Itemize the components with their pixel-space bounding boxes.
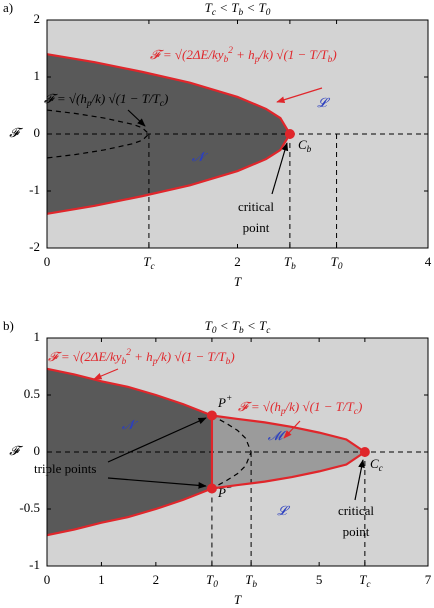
critical-point [206, 483, 217, 494]
y-tick-label: -2 [29, 239, 40, 254]
annotation: 𝓕 = √(2ΔE/kyb2 + hp/k) √(1 − T/Tb) [48, 348, 235, 367]
y-tick-label: -0.5 [19, 500, 40, 515]
pointer-arrow [283, 420, 301, 439]
annotation: point [243, 220, 270, 235]
x-tick-label: 0 [44, 572, 51, 587]
y-tick-label: 0.5 [24, 386, 40, 401]
panel-label: b) [3, 318, 14, 333]
region-fill [211, 415, 365, 489]
annotation: critical [238, 199, 274, 214]
annotation: point [343, 524, 370, 539]
y-tick-label: -1 [29, 557, 40, 572]
y-tick-label: -1 [29, 182, 40, 197]
chart-title: T0 < Tb < Tc [205, 318, 272, 336]
x-tick-label: Tb [284, 254, 296, 272]
pointer-arrow [127, 109, 146, 127]
y-axis-label: 𝓕 [9, 125, 23, 140]
x-tick-label: 5 [316, 572, 323, 587]
x-axis-label: T [234, 592, 242, 607]
annotation: critical [338, 503, 374, 518]
annotation: 𝓕 = √(hp/k) √(1 − T/Tc) [238, 399, 362, 417]
x-tick-label: 1 [98, 572, 105, 587]
pointer-arrow [271, 142, 289, 195]
y-axis-label: 𝓕 [9, 443, 23, 458]
pointer-arrow [276, 87, 323, 103]
y-tick-label: 1 [34, 329, 41, 344]
x-axis-label: T [234, 274, 242, 289]
y-tick-label: 0 [34, 125, 41, 140]
x-tick-label: T0 [331, 254, 343, 272]
critical-point [206, 410, 217, 421]
annotation: P− [217, 484, 232, 500]
chart-title: Tc < Tb < T0 [205, 0, 271, 18]
x-tick-label: 7 [425, 572, 432, 587]
x-tick-label: 2 [234, 254, 241, 269]
pointer-arrow [107, 477, 207, 489]
y-tick-label: 1 [34, 68, 41, 83]
annotation: Cc [370, 456, 384, 474]
pointer-arrow [93, 368, 119, 380]
boundary-curve [46, 367, 214, 537]
annotation: 𝓜 [268, 428, 287, 443]
critical-point [284, 129, 295, 139]
pointer-arrow [354, 459, 365, 501]
pointer-arrow [107, 417, 207, 463]
annotation: 𝓕 = √(2ΔE/kyb2 + hp/k) √(1 − T/Tb) [150, 46, 337, 65]
dashed-curve [211, 414, 252, 490]
x-tick-label: 4 [425, 254, 432, 269]
annotation: Cb [298, 137, 312, 155]
annotation: P+ [217, 394, 232, 410]
y-tick-label: 2 [34, 11, 41, 26]
x-tick-label: 2 [153, 572, 160, 587]
x-tick-label: Tc [359, 572, 371, 590]
y-tick-label: 0 [34, 443, 41, 458]
x-tick-label: Tb [245, 572, 257, 590]
x-tick-label: 0 [44, 254, 51, 269]
x-tick-label: Tc [143, 254, 155, 272]
critical-point [359, 447, 370, 457]
annotation: 𝓕 = √(hp/k) √(1 − T/Tc) [44, 91, 168, 109]
annotation: triple points [34, 461, 96, 476]
panel-label: a) [3, 0, 13, 15]
dashed-curve [46, 109, 150, 159]
x-tick-label: T0 [206, 572, 218, 590]
